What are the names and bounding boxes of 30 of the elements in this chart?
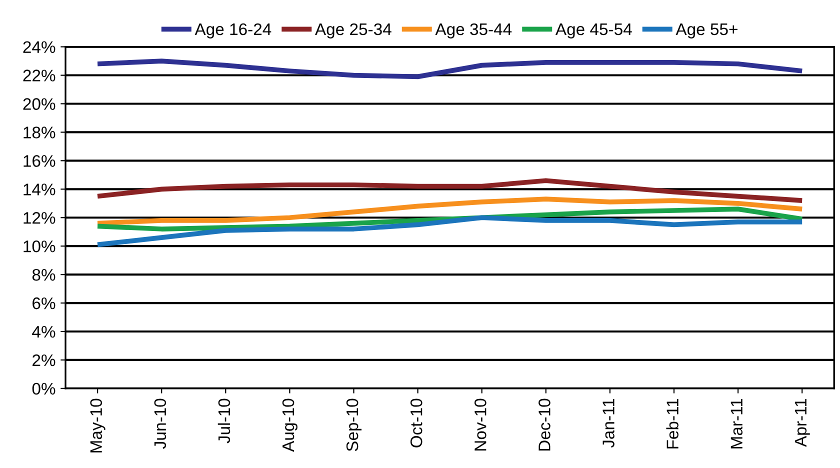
y-tick-label: 0% [32,382,56,395]
legend-label: Age 35-44 [435,23,512,38]
y-tick-label: 22% [23,70,56,82]
x-tick-label: Jan-11 [602,398,614,448]
legend-label: Age 16-24 [194,23,272,38]
y-tick-label: 12% [24,212,56,224]
y-tick-label: 14% [24,184,56,196]
y-tick-label: 24% [23,41,56,53]
y-tick-label: 2% [32,354,56,366]
y-tick-label: 8% [32,268,56,281]
y-tick-label: 4% [32,326,56,338]
legend-label: Age 45-54 [555,24,632,38]
y-tick-label: 18% [24,126,56,138]
y-tick-label: 16% [24,155,56,167]
x-tick-label: Dec-10 [538,398,550,451]
x-tick-label: Mar-11 [730,398,743,448]
y-tick-label: 10% [24,240,56,252]
x-tick-label: Sep-10 [346,398,362,452]
legend-label: Age 25-34 [315,23,392,38]
y-tick-label: 20% [23,98,56,110]
x-tick-label: Oct-10 [410,398,422,448]
x-tick-label: Nov-10 [474,398,486,451]
x-tick-label: Apr-11 [794,398,810,447]
y-tick-label: 6% [32,297,56,310]
legend-label: Age 55+ [676,24,738,38]
x-tick-label: Jun-10 [154,398,166,449]
x-tick-label: Feb-11 [666,398,678,448]
x-tick-label: Jul-10 [218,398,230,444]
x-tick-label: May-10 [90,398,106,452]
x-tick-label: Aug-10 [282,398,298,452]
